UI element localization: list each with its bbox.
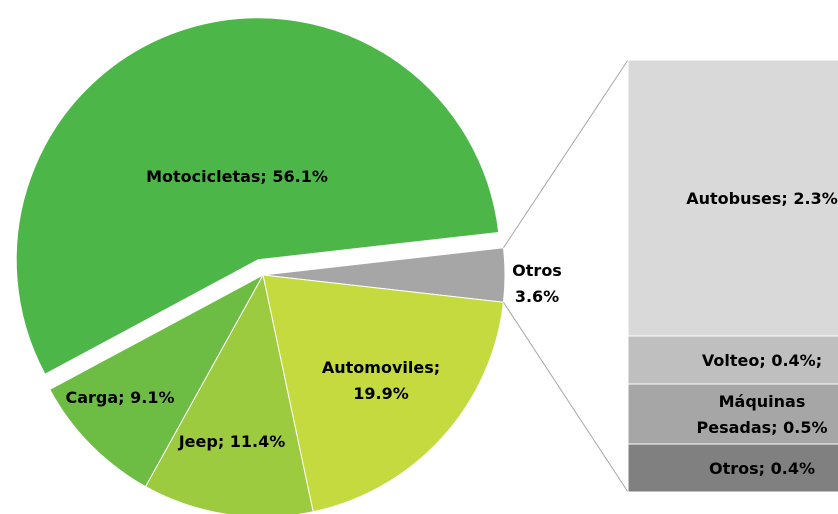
- bar-label: Máquinas Pesadas; 0.5%: [696, 392, 827, 437]
- bar-segment: [627, 59, 838, 337]
- slice-label: Motocicletas; 56.1%: [146, 167, 328, 186]
- bar-segment: [627, 383, 838, 445]
- pie-slice: [49, 273, 265, 488]
- bar-label: Otros; 0.4%: [709, 459, 815, 478]
- slice-label: Automoviles; 19.9%: [322, 358, 440, 403]
- slice-label: Jeep; 11.4%: [178, 432, 286, 451]
- pie-slice: [262, 274, 505, 513]
- bar-segment: [627, 443, 838, 493]
- slice-label: Carga; 9.1%: [65, 388, 174, 407]
- slice-label: Otros 3.6%: [512, 261, 562, 306]
- connector-line: [503, 59, 629, 248]
- connector-line: [503, 302, 629, 493]
- bar-segment: [627, 335, 838, 385]
- bar-label: Volteo; 0.4%;: [702, 351, 822, 370]
- pie-slice: [144, 273, 314, 514]
- bar-label: Autobuses; 2.3%: [686, 189, 838, 208]
- pie-slice: [15, 17, 500, 375]
